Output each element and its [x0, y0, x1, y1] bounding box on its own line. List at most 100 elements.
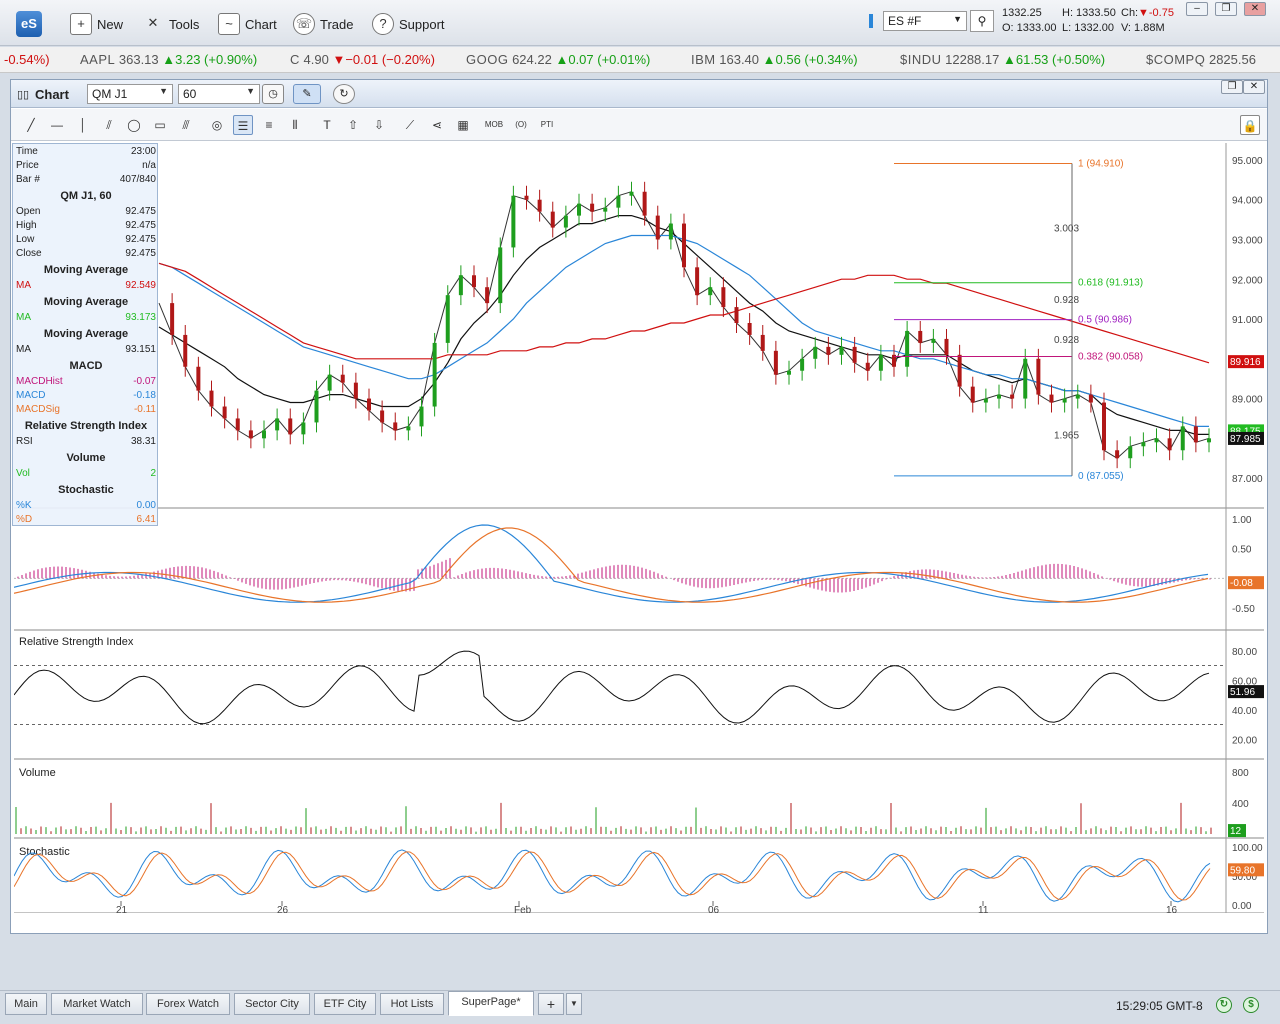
trendline-tool-icon[interactable]: ╱	[27, 118, 35, 132]
mob-tool-icon[interactable]: MOB	[484, 120, 504, 129]
fib-extension-tool-icon[interactable]: ≡	[265, 118, 273, 132]
candle-body	[458, 275, 463, 296]
tab-main[interactable]: Main	[5, 993, 47, 1015]
ticker-item[interactable]: AAPL 363.13 ▲3.23 (+0.90%)	[80, 52, 258, 67]
stoch-axis-tick: 0.00	[1232, 901, 1252, 912]
candle-body	[1010, 394, 1015, 399]
add-tab-button[interactable]: +	[538, 993, 564, 1015]
fib-level-label: 0.5 (90.986)	[1078, 315, 1132, 326]
arrow-up-tool-icon[interactable]: ⇧	[347, 118, 359, 132]
tab-hot-lists[interactable]: Hot Lists	[380, 993, 444, 1015]
symbol-input-value: ES #F	[888, 14, 922, 28]
data-row-open: Open 92.475	[16, 206, 156, 217]
quote-change: ▼-0.75	[1138, 7, 1174, 19]
data-row-high: High 92.475	[16, 220, 156, 231]
candle-body	[183, 334, 188, 367]
price-axis-tick: 89.000	[1232, 395, 1263, 406]
rectangle-tool-icon[interactable]: ▭	[154, 118, 166, 132]
ticker-item[interactable]: $INDU 12288.17 ▲61.53 (+0.50%)	[900, 52, 1106, 67]
price-axis-tick: 87.000	[1232, 474, 1263, 485]
clock-button[interactable]: ◷	[262, 84, 284, 104]
text-tool-icon[interactable]: T	[323, 118, 331, 132]
tab-forex-watch[interactable]: Forex Watch	[146, 993, 230, 1015]
tab-superpage[interactable]: SuperPage*	[448, 991, 534, 1016]
tab-etf-city[interactable]: ETF City	[314, 993, 376, 1015]
app-logo[interactable]: eS	[16, 11, 42, 37]
chart-symbol-select[interactable]: QM J1 ▼	[87, 84, 173, 104]
fibonacci-tool-icon[interactable]: ☰	[233, 115, 253, 135]
quote-volume: V: 1.88M	[1121, 22, 1165, 34]
candle-body	[275, 418, 280, 431]
tools-button[interactable]: ✕ Tools	[142, 10, 200, 38]
ticker-item[interactable]: IBM 163.40 ▲0.56 (+0.34%)	[691, 52, 858, 67]
gann-tool-icon[interactable]: ◎	[211, 118, 223, 132]
fib-ratio-label: 3.003	[1054, 224, 1079, 235]
chart-button[interactable]: ~ Chart	[218, 10, 277, 38]
restore-button[interactable]: ❐	[1215, 2, 1237, 16]
candle-body	[550, 211, 555, 228]
new-button[interactable]: + New	[70, 10, 123, 38]
layout-icon[interactable]: ▯▯	[17, 89, 30, 101]
price-axis-tick: 95.000	[1232, 156, 1263, 167]
horizontal-line-tool-icon[interactable]: ―	[51, 118, 63, 132]
symbol-input[interactable]: ES #F ▼	[883, 11, 967, 31]
candle-body	[760, 334, 765, 351]
candle-body	[813, 346, 818, 359]
candle-body	[629, 191, 634, 196]
tab-menu-button[interactable]: ▼	[566, 993, 582, 1015]
ticker-item[interactable]: -0.54%)	[4, 52, 50, 67]
fib-level-label: 0.618 (91.913)	[1078, 278, 1143, 289]
trade-button[interactable]: ☏ Trade	[293, 10, 353, 38]
candle-body	[905, 330, 910, 367]
arrow-down-tool-icon[interactable]: ⇩	[373, 118, 385, 132]
data-row-price: Price n/a	[16, 160, 156, 171]
data-row-macdsig: MACDSig -0.11	[16, 404, 156, 415]
candle-body	[1180, 426, 1185, 451]
chart-window-header: ▯▯ Chart QM J1 ▼ 60 ▼ ◷ ✎ ↻ ❐ ✕	[11, 80, 1267, 108]
chart-restore-button[interactable]: ❐	[1221, 80, 1243, 94]
macd-axis-tick: 1.00	[1232, 515, 1252, 526]
trade-button-label: Trade	[320, 16, 354, 32]
tab-sector-city[interactable]: Sector City	[234, 993, 310, 1015]
x-axis-tick: 26	[277, 905, 289, 913]
fan-tool-icon[interactable]: ⋖	[431, 118, 443, 132]
rsi-title: Relative Strength Index	[19, 636, 134, 648]
symbol-search-button[interactable]: ⚲	[970, 10, 994, 32]
speed-lines-tool-icon[interactable]: ⟋	[405, 118, 415, 132]
chart-interval-select[interactable]: 60 ▼	[178, 84, 260, 104]
ticker-item[interactable]: C 4.90 ▼−0.01 (−0.20%)	[290, 52, 435, 67]
lock-icon[interactable]: 🔒	[1240, 115, 1260, 135]
fib-ratio-label: 0.928	[1054, 335, 1079, 346]
market-status-icon[interactable]: $	[1243, 997, 1259, 1013]
tab-market-watch[interactable]: Market Watch	[51, 993, 143, 1015]
price-badge-label: 89.916	[1230, 357, 1261, 368]
grid-tool-icon[interactable]: ▦	[457, 118, 469, 132]
pti-tool-icon[interactable]: PTI	[540, 120, 554, 129]
candle-body	[537, 199, 542, 212]
data-window: Time 23:00 Price n/a Bar #407/840 QM J1, 6…	[12, 143, 158, 526]
ticker-item[interactable]: GOOG 624.22 ▲0.07 (+0.01%)	[466, 52, 651, 67]
support-button[interactable]: ? Support	[372, 10, 445, 38]
plus-icon: +	[546, 996, 556, 1012]
channel-tool-icon[interactable]: ⫽	[106, 118, 112, 132]
connection-status-icon[interactable]: ↻	[1216, 997, 1232, 1013]
minimize-button[interactable]: –	[1186, 2, 1208, 16]
candle-body	[1193, 426, 1198, 443]
draw-mode-button[interactable]: ✎	[293, 84, 321, 104]
ticker-item[interactable]: $COMPQ 2825.56	[1146, 52, 1256, 67]
chart-close-button[interactable]: ✕	[1243, 80, 1265, 94]
x-axis-tick: 11	[978, 905, 989, 913]
fib-time-tool-icon[interactable]: ⦀	[292, 118, 298, 132]
candle-body	[1102, 402, 1106, 451]
chart-plot-area[interactable]: 95.00094.00093.00092.00091.00090.00089.0…	[13, 143, 1264, 916]
pitchfork-tool-icon[interactable]: ⫻	[182, 118, 190, 132]
candle-body	[931, 338, 936, 343]
close-button[interactable]: ✕	[1244, 2, 1266, 16]
candle-body	[301, 422, 306, 435]
refresh-button[interactable]: ↻	[333, 84, 355, 104]
ellipse-tool-icon[interactable]: ◯	[127, 118, 141, 132]
od-tool-icon[interactable]: (O)	[515, 120, 527, 129]
candle-body	[432, 342, 437, 407]
vertical-line-tool-icon[interactable]: │	[79, 118, 87, 132]
chart-svg[interactable]: 95.00094.00093.00092.00091.00090.00089.0…	[13, 143, 1264, 916]
